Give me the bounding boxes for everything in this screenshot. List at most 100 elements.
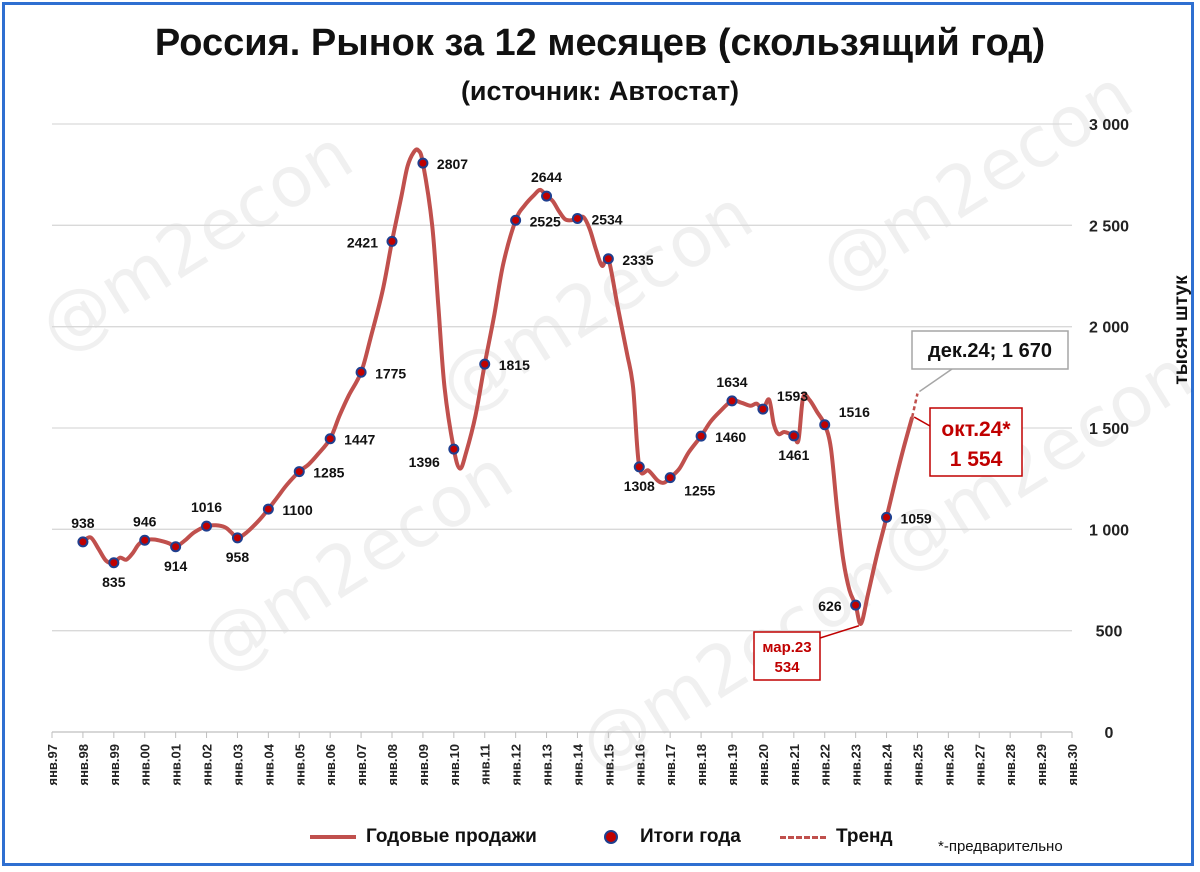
data-point bbox=[479, 358, 491, 370]
x-tick-label: янв.99 bbox=[107, 744, 122, 786]
x-tick-label: янв.20 bbox=[756, 744, 771, 786]
x-tick-label: янв.09 bbox=[416, 744, 431, 786]
legend-item-dots: Итоги года bbox=[604, 826, 741, 848]
data-point bbox=[695, 430, 707, 442]
x-tick-label: янв.00 bbox=[138, 744, 153, 786]
legend-line-label: Годовые продажи bbox=[366, 826, 537, 847]
callout-text: дек.24; 1 670 bbox=[928, 340, 1052, 362]
data-label: 1396 bbox=[409, 454, 440, 470]
y-tick-label: 1 500 bbox=[1089, 421, 1129, 438]
legend-item-trend: Тренд bbox=[780, 826, 893, 848]
data-label: 1059 bbox=[901, 510, 932, 526]
x-tick-label: янв.17 bbox=[663, 744, 678, 786]
chart-title: Россия. Рынок за 12 месяцев (скользящий … bbox=[154, 22, 1046, 64]
x-tick-label: янв.28 bbox=[1003, 744, 1018, 786]
data-point bbox=[139, 534, 151, 546]
x-tick-label: янв.22 bbox=[818, 744, 833, 786]
x-tick-label: янв.07 bbox=[354, 744, 369, 786]
x-tick-label: янв.98 bbox=[76, 744, 91, 786]
data-point bbox=[788, 430, 800, 442]
data-label: 1634 bbox=[716, 374, 747, 390]
x-tick-label: янв.16 bbox=[632, 744, 647, 786]
data-point bbox=[726, 395, 738, 407]
data-label: 1516 bbox=[839, 404, 870, 420]
x-tick-label: янв.10 bbox=[447, 744, 462, 786]
x-tick-label: янв.29 bbox=[1034, 744, 1049, 786]
legend-line-swatch bbox=[310, 835, 356, 839]
data-point bbox=[417, 157, 429, 169]
legend: Годовые продажи Итоги года Тренд bbox=[0, 826, 1200, 856]
x-tick-label: янв.03 bbox=[230, 744, 245, 786]
data-point bbox=[293, 466, 305, 478]
legend-dots-label: Итоги года bbox=[640, 826, 741, 847]
callout-box bbox=[911, 330, 1069, 370]
data-point bbox=[201, 520, 213, 532]
callout-text: мар.23 bbox=[762, 639, 811, 656]
data-point bbox=[757, 403, 769, 415]
data-point bbox=[819, 419, 831, 431]
y-tick-label: 2 000 bbox=[1089, 320, 1129, 337]
x-tick-label: янв.27 bbox=[972, 744, 987, 786]
footnote: *-предварительно bbox=[938, 838, 1063, 855]
data-label: 1460 bbox=[715, 429, 746, 445]
x-tick-label: янв.23 bbox=[849, 744, 864, 786]
callout-box bbox=[753, 631, 821, 681]
legend-dot-swatch bbox=[604, 830, 618, 844]
x-tick-label: янв.97 bbox=[45, 744, 60, 786]
data-point bbox=[108, 557, 120, 569]
x-tick-label: янв.02 bbox=[200, 744, 215, 786]
callout-value: 1 554 bbox=[950, 448, 1003, 471]
data-point bbox=[448, 443, 460, 455]
series-line-annual-sales bbox=[81, 147, 915, 626]
data-point bbox=[541, 190, 553, 202]
data-point bbox=[262, 503, 274, 515]
data-label: 1285 bbox=[313, 465, 344, 481]
callout-box bbox=[929, 407, 1023, 477]
x-tick-label: янв.18 bbox=[694, 744, 709, 786]
data-point bbox=[664, 472, 676, 484]
chart-subtitle: (источник: Автостат) bbox=[460, 76, 740, 106]
data-label: 946 bbox=[133, 513, 157, 529]
data-label: 2644 bbox=[531, 169, 562, 185]
x-tick-label: янв.15 bbox=[601, 744, 616, 786]
data-label: 1308 bbox=[624, 478, 655, 494]
data-point bbox=[510, 214, 522, 226]
data-label: 2534 bbox=[591, 211, 622, 227]
x-tick-label: янв.25 bbox=[910, 744, 925, 786]
x-tick-label: янв.30 bbox=[1065, 744, 1080, 786]
x-tick-label: янв.05 bbox=[292, 744, 307, 786]
x-tick-label: янв.11 bbox=[478, 744, 493, 785]
data-point bbox=[77, 536, 89, 548]
y-tick-label: 1 000 bbox=[1089, 522, 1129, 539]
data-label: 1461 bbox=[778, 447, 809, 463]
callout-leader bbox=[919, 368, 953, 393]
x-tick-label: янв.21 bbox=[787, 744, 802, 786]
data-label: 1016 bbox=[191, 499, 222, 515]
data-label: 2421 bbox=[347, 234, 378, 250]
data-label: 914 bbox=[164, 558, 188, 574]
data-label: 1447 bbox=[344, 432, 375, 448]
x-tick-label: янв.19 bbox=[725, 744, 740, 786]
y-axis-label: тысяч штук bbox=[1171, 275, 1192, 385]
data-label: 626 bbox=[818, 598, 842, 614]
data-label: 1815 bbox=[499, 357, 530, 373]
x-tick-label: янв.14 bbox=[570, 743, 585, 785]
data-label: 958 bbox=[226, 549, 250, 565]
data-label: 938 bbox=[71, 515, 95, 531]
data-label: 1100 bbox=[282, 502, 313, 518]
data-label: 2807 bbox=[437, 156, 468, 172]
callout-text: окт.24* bbox=[941, 418, 1011, 441]
x-tick-label: янв.12 bbox=[509, 744, 524, 786]
callout-leader bbox=[819, 625, 860, 639]
legend-trend-swatch bbox=[780, 835, 826, 839]
x-tick-label: янв.13 bbox=[540, 744, 555, 786]
x-tick-label: янв.26 bbox=[941, 744, 956, 786]
y-tick-label: 0 bbox=[1105, 725, 1114, 742]
callout-leader bbox=[913, 416, 931, 427]
data-point bbox=[324, 433, 336, 445]
data-label: 1775 bbox=[375, 365, 406, 381]
data-label: 835 bbox=[102, 574, 126, 590]
legend-item-line: Годовые продажи bbox=[310, 826, 537, 848]
x-tick-label: янв.04 bbox=[261, 743, 276, 785]
